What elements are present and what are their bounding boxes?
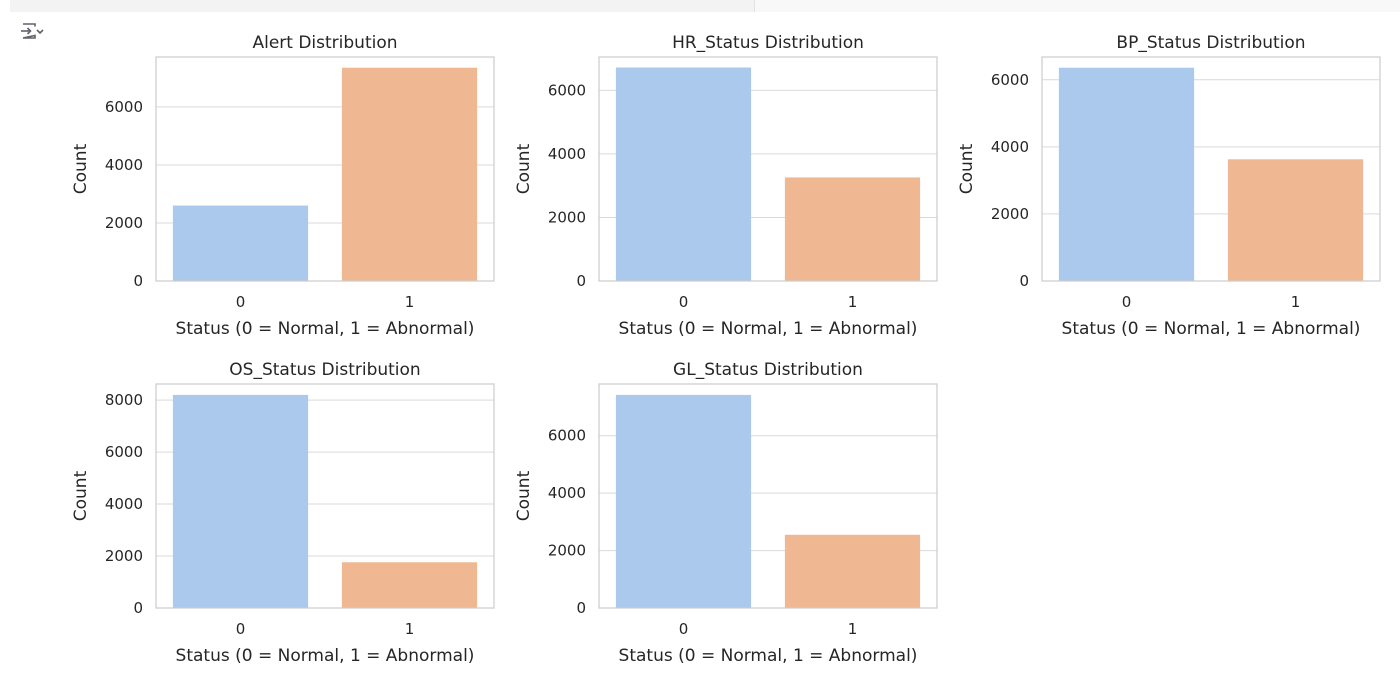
- chart-panel: 0 2000 4000 6000 0 1 GL_Status Distribution Sta…: [514, 360, 938, 666]
- axes-frame: [598, 383, 938, 609]
- y-axis-label: Count: [957, 143, 977, 194]
- editor-area-strip: [10, 0, 754, 12]
- y-tick-label: 2000: [548, 542, 586, 560]
- y-tick-label: 0: [576, 599, 586, 617]
- y-tick-label: 2000: [991, 205, 1029, 223]
- y-tick-label: 6000: [105, 98, 143, 116]
- y-tick-label: 6000: [548, 81, 586, 99]
- bar: [172, 394, 309, 608]
- chart-panel: 0 2000 4000 6000 0 1 Alert Distribution Status …: [71, 33, 495, 339]
- bar: [615, 394, 752, 608]
- y-tick-label: 4000: [548, 145, 586, 163]
- bar: [1058, 67, 1195, 282]
- y-axis-label: Count: [71, 143, 91, 194]
- y-tick-label: 4000: [105, 495, 143, 513]
- x-tick-label: 1: [405, 293, 415, 311]
- y-tick-label: 8000: [105, 391, 143, 409]
- y-tick-label: 2000: [548, 208, 586, 226]
- bar: [784, 177, 921, 281]
- y-tick-label: 4000: [548, 484, 586, 502]
- x-tick-label: 1: [1291, 293, 1301, 311]
- y-axis-label: Count: [514, 143, 534, 194]
- y-tick-label: 0: [133, 599, 143, 617]
- y-axis-label: Count: [71, 470, 91, 521]
- x-tick-label: 1: [848, 620, 858, 638]
- panel-divider: [754, 0, 755, 12]
- y-tick-label: 6000: [548, 427, 586, 445]
- side-panel-strip: [755, 0, 1400, 12]
- y-tick-label: 2000: [105, 547, 143, 565]
- x-tick-label: 0: [679, 620, 689, 638]
- x-tick-label: 1: [848, 293, 858, 311]
- bar: [341, 67, 478, 281]
- chart-panel: 0 2000 4000 6000 8000 0 1 OS_Status Distributio…: [71, 360, 495, 666]
- y-tick-label: 0: [133, 272, 143, 290]
- bar: [784, 534, 921, 608]
- y-tick-label: 0: [576, 272, 586, 290]
- x-axis-label: Status (0 = Normal, 1 = Abnormal): [176, 646, 475, 666]
- bar: [1227, 159, 1364, 281]
- x-tick-label: 1: [405, 620, 415, 638]
- cell-top-bar: [0, 0, 1400, 12]
- axes-frame: [155, 383, 495, 609]
- x-axis-label: Status (0 = Normal, 1 = Abnormal): [619, 319, 918, 339]
- x-axis-label: Status (0 = Normal, 1 = Abnormal): [619, 646, 918, 666]
- collapse-output-icon[interactable]: [20, 22, 46, 44]
- chart-panel: 0 2000 4000 6000 0 1 HR_Status Distribution Sta…: [514, 33, 938, 339]
- x-tick-label: 0: [1122, 293, 1132, 311]
- axes-frame: [155, 56, 495, 282]
- x-axis-label: Status (0 = Normal, 1 = Abnormal): [176, 319, 475, 339]
- x-tick-label: 0: [236, 620, 246, 638]
- y-tick-label: 4000: [991, 138, 1029, 156]
- y-tick-label: 0: [1019, 272, 1029, 290]
- chart-title: BP_Status Distribution: [1116, 33, 1305, 53]
- chart-title: HR_Status Distribution: [672, 33, 864, 53]
- output-toggle-glyph: [21, 23, 44, 39]
- bar: [172, 205, 309, 281]
- axes-frame: [1041, 56, 1381, 282]
- x-tick-label: 0: [236, 293, 246, 311]
- y-tick-label: 4000: [105, 156, 143, 174]
- y-tick-label: 6000: [105, 443, 143, 461]
- chart-title: GL_Status Distribution: [673, 360, 863, 380]
- chart-panel: 0 2000 4000 6000 0 1 BP_Status Distribution Sta…: [957, 33, 1381, 339]
- y-tick-label: 2000: [105, 214, 143, 232]
- x-axis-label: Status (0 = Normal, 1 = Abnormal): [1062, 319, 1361, 339]
- axes-frame: [598, 56, 938, 282]
- chart-title: Alert Distribution: [252, 33, 397, 53]
- bar: [341, 562, 478, 608]
- bar: [615, 67, 752, 281]
- y-axis-label: Count: [514, 470, 534, 521]
- x-tick-label: 0: [679, 293, 689, 311]
- chart-title: OS_Status Distribution: [229, 360, 420, 380]
- y-tick-label: 6000: [991, 71, 1029, 89]
